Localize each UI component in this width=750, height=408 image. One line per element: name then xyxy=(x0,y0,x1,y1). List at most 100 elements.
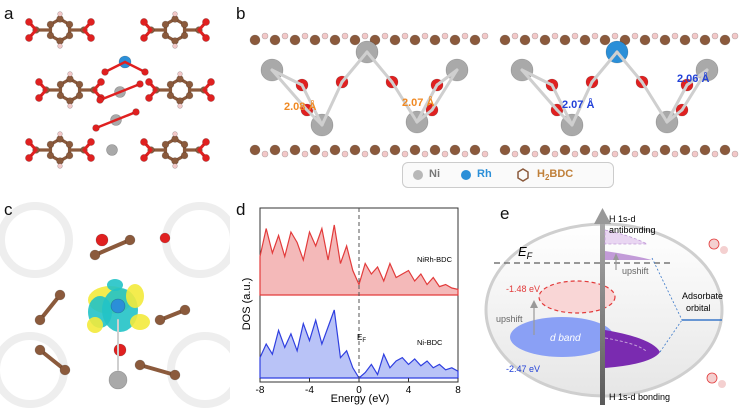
metal-o-bond xyxy=(270,68,304,87)
carbon-atom xyxy=(499,34,511,46)
metal-o-bond xyxy=(665,108,684,124)
panel-c-label: c xyxy=(4,200,13,219)
hydrogen-atom xyxy=(731,150,739,158)
dos-chart: -8 -4 0 4 8 DOS (a.u.) Energy (eV) NiRh-BDC … xyxy=(241,207,461,405)
x-tick-label: 4 xyxy=(406,385,412,396)
d-band-label: d band xyxy=(550,333,581,344)
carbon-atom xyxy=(449,34,461,46)
hydrogen-atom xyxy=(281,32,289,40)
oxygen-atom xyxy=(202,34,210,42)
oxygen-atom xyxy=(140,138,148,146)
h-molecule-bottom-2 xyxy=(718,380,726,388)
hydrogen-atom xyxy=(711,32,719,40)
oxygen-atom xyxy=(140,154,148,162)
fermi-level-label: EF xyxy=(518,244,533,261)
rh-legend-label: Rh xyxy=(477,168,492,180)
panel-e-label: e xyxy=(500,204,510,223)
h-molecule-bottom xyxy=(706,372,718,384)
carbon-atom xyxy=(179,304,191,316)
hydrogen-atom xyxy=(172,43,178,49)
upshift-label-right: upshift xyxy=(622,266,649,276)
carbon-atom xyxy=(329,34,341,46)
carbon-atom xyxy=(679,34,691,46)
hydrogen-atom xyxy=(671,150,679,158)
metal-o-bond xyxy=(114,110,138,122)
x-tick-label: 8 xyxy=(455,385,461,396)
oxygen-atom xyxy=(87,138,95,146)
carbon-atom xyxy=(180,31,189,40)
hydrogen-atom xyxy=(401,32,409,40)
metal-o-bond xyxy=(300,83,324,127)
oxygen-atom xyxy=(96,96,104,104)
oxygen-atom xyxy=(101,68,109,76)
hydrogen-atom xyxy=(172,11,178,17)
charge-density-lobe xyxy=(130,314,150,330)
oxygen-atom xyxy=(202,18,210,26)
metal-o-bond xyxy=(390,80,419,124)
adsorbate-label-2: orbital xyxy=(686,303,711,313)
hydrogen-atom xyxy=(57,11,63,17)
panel-d: d -8 -4 0 4 8 DOS (a.u.) Energy (eV) NiRh-BD… xyxy=(232,200,480,408)
metal-o-bond xyxy=(340,50,369,84)
series-label-ni: Ni-BDC xyxy=(417,338,443,347)
antibonding-state-upper xyxy=(604,229,648,245)
hydrogen-atom xyxy=(631,150,639,158)
dos-series-1 xyxy=(259,309,459,379)
hydrogen-atom xyxy=(261,32,269,40)
oxygen-atom xyxy=(35,78,43,86)
hydrogen-atom xyxy=(57,131,63,137)
carbon-atom xyxy=(409,34,421,46)
carbon-atom xyxy=(269,34,281,46)
hydrogen-atom xyxy=(461,32,469,40)
metal-o-bond xyxy=(430,68,459,112)
pore-ring xyxy=(162,202,230,278)
oxygen-atom xyxy=(207,94,215,102)
dos-series-0 xyxy=(259,224,459,296)
oxygen-atom xyxy=(25,154,33,162)
carbon-atom xyxy=(349,144,361,156)
hydrogen-atom xyxy=(671,32,679,40)
carbon-atom xyxy=(34,344,46,356)
hydrogen-atom xyxy=(172,131,178,137)
adsorbate-link-up xyxy=(651,257,683,321)
bdc-bond xyxy=(93,238,132,257)
element-legend: Ni Rh H2BDC xyxy=(402,162,614,188)
hydrogen-atom xyxy=(381,150,389,158)
oxygen-atom xyxy=(35,94,43,102)
carbon-atom xyxy=(46,31,55,40)
metal-o-bond xyxy=(305,108,324,127)
hydrogen-atom xyxy=(551,32,559,40)
carbon-atom xyxy=(369,144,381,156)
x-tick-label: -4 xyxy=(305,385,314,396)
hydrogen-atom xyxy=(531,32,539,40)
metal-o-bond xyxy=(665,83,689,124)
fermi-label: EF xyxy=(357,333,366,344)
carbon-atom xyxy=(659,144,671,156)
hydrogen-atom xyxy=(531,150,539,158)
carbon-atom xyxy=(180,20,189,29)
metal-o-bond xyxy=(365,50,394,84)
oxygen-atom xyxy=(25,34,33,42)
oxygen-atom xyxy=(202,138,210,146)
metal-o-bond xyxy=(415,83,439,124)
bdc-legend-icon xyxy=(515,167,531,183)
carbon-atom xyxy=(65,140,74,149)
metal-o-bond xyxy=(615,50,644,84)
hydrogen-atom xyxy=(511,150,519,158)
antibonding-label-1: H 1s-d xyxy=(609,214,636,224)
carbon-atom xyxy=(65,20,74,29)
hydrogen-atom xyxy=(611,150,619,158)
panel-b-structures: 2.08 Å 2.07 Å 2.07 Å 2.06 Å xyxy=(249,32,739,158)
oxygen-atom xyxy=(132,108,140,116)
carbon-atom xyxy=(65,31,74,40)
ni-legend-label: Ni xyxy=(429,168,440,180)
oxygen-atom xyxy=(95,233,109,247)
panel-a: a xyxy=(0,0,230,200)
carbon-atom xyxy=(469,34,481,46)
carbon-atom xyxy=(679,144,691,156)
carbon-atom xyxy=(579,34,591,46)
pore-ring xyxy=(0,202,73,278)
dos-y-axis-label: DOS (a.u.) xyxy=(241,278,253,331)
oxygen-atom xyxy=(87,18,95,26)
hydrogen-atom xyxy=(361,150,369,158)
